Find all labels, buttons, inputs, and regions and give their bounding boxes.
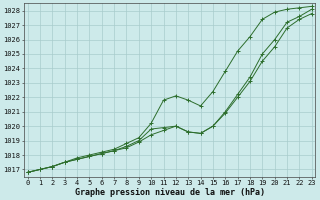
X-axis label: Graphe pression niveau de la mer (hPa): Graphe pression niveau de la mer (hPa) <box>75 188 265 197</box>
